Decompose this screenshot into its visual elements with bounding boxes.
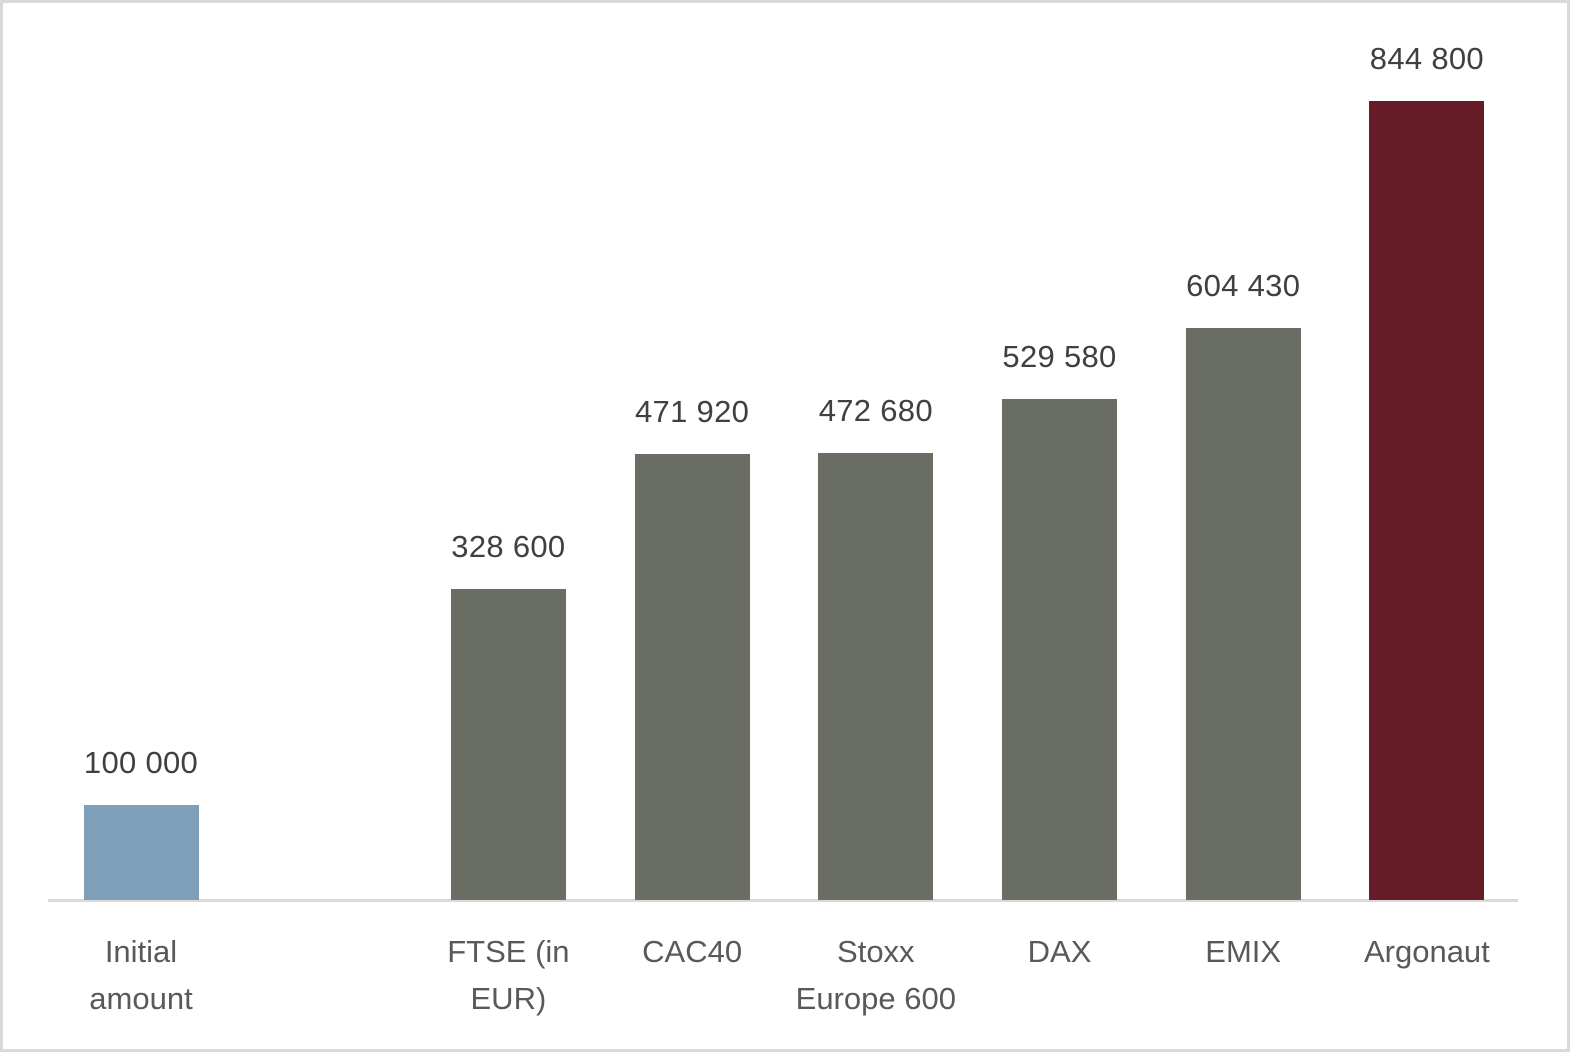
bar-cac40	[634, 453, 750, 900]
data-label-initial-amount: 100 000	[83, 745, 199, 781]
data-label-dax: 529 580	[1002, 339, 1117, 375]
bar-argonaut	[1369, 101, 1485, 900]
x-axis-line	[48, 899, 1518, 902]
data-label-ftse: 328 600	[451, 529, 566, 565]
bar-dax	[1002, 399, 1117, 900]
bar-initial-amount	[83, 805, 199, 900]
bar-stoxx-europe-600	[818, 452, 934, 900]
bar-ftse	[450, 589, 566, 900]
x-tick-stoxx-europe-600: Stoxx Europe 600	[795, 934, 956, 1016]
x-tick-cac40: CAC40	[642, 934, 743, 969]
x-tick-initial-amount: Initial amount	[89, 934, 193, 1016]
x-tick-argonaut: Argonaut	[1363, 934, 1490, 969]
data-label-cac40: 471 920	[635, 393, 750, 429]
x-tick-dax: DAX	[1027, 934, 1092, 969]
data-label-argonaut: 844 800	[1369, 41, 1484, 76]
x-tick-ftse: FTSE (in EUR)	[447, 934, 570, 1016]
data-label-emix: 604 430	[1186, 268, 1301, 304]
data-label-stoxx-europe-600: 472 680	[818, 392, 933, 428]
x-tick-emix: EMIX	[1205, 934, 1282, 969]
bar-emix	[1185, 328, 1301, 900]
